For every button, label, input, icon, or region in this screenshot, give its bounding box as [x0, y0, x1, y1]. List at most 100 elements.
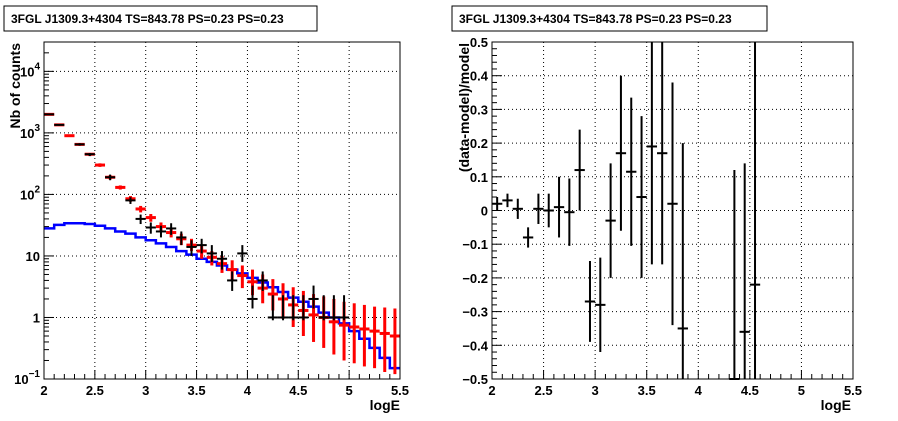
- x-tick-label: 3.5: [638, 383, 656, 398]
- model-point: [237, 265, 248, 289]
- data-point: [166, 223, 177, 235]
- data-point: [176, 231, 187, 246]
- data-point: [186, 240, 197, 256]
- data-point: [216, 251, 228, 270]
- x-tick-label: 5.5: [844, 383, 862, 398]
- residual-point: [564, 178, 575, 246]
- data-point: [84, 153, 95, 157]
- y-tick-label: 0.3: [470, 102, 488, 117]
- y-tick-label: −0.2: [462, 271, 488, 286]
- y-tick-label: 10: [26, 249, 40, 264]
- y-tick-label: 103: [20, 123, 40, 141]
- data-point: [54, 123, 65, 126]
- x-tick-label: 2: [488, 383, 495, 398]
- data-point: [318, 295, 329, 321]
- x-tick-label: 2.5: [86, 383, 104, 398]
- model-point: [349, 303, 360, 364]
- data-point: [267, 295, 278, 321]
- data-point: [196, 238, 207, 254]
- data-point: [74, 143, 85, 146]
- data-point: [135, 214, 146, 225]
- x-tick-label: 5.5: [391, 383, 409, 398]
- y-tick-label: 102: [20, 184, 40, 202]
- y-tick-label: 0.2: [470, 136, 488, 151]
- y-tick-label: 0.1: [470, 170, 488, 185]
- residual-point: [512, 198, 523, 219]
- residual-point: [677, 143, 688, 379]
- residual-point: [657, 42, 668, 265]
- residual-point: [574, 129, 585, 211]
- left-plot-frame: [44, 42, 400, 379]
- y-tick-label: 0.5: [470, 35, 488, 50]
- right-y-ticks: −0.5 −0.4 −0.3 −0.2 −0.1 0 0.1 0.2 0.3 0.4 0.5: [462, 35, 502, 387]
- x-tick-label: 5: [798, 383, 805, 398]
- residual-point: [615, 75, 627, 231]
- data-point: [145, 222, 156, 234]
- y-tick-label: 1: [33, 310, 40, 325]
- y-tick-label: −0.4: [462, 338, 488, 353]
- residual-point: [584, 261, 596, 342]
- model-point: [359, 304, 370, 367]
- x-tick-label: 4: [695, 383, 703, 398]
- y-tick-label: 104: [20, 61, 40, 79]
- data-point: [257, 271, 268, 291]
- residual-point: [739, 163, 750, 379]
- data-point: [298, 295, 309, 321]
- left-data-series: [44, 112, 400, 375]
- x-tick-label: 3: [142, 383, 149, 398]
- residual-point: [636, 116, 647, 278]
- right-x-ticks: 2 2.5 3 3.5 4 4.5 5 5.5: [488, 370, 862, 398]
- left-title-box: [3, 5, 318, 32]
- data-point: [338, 295, 350, 321]
- x-tick-label: 2: [40, 383, 47, 398]
- residual-point: [667, 82, 678, 326]
- x-tick-label: 4: [244, 383, 252, 398]
- right-title-box: [451, 5, 768, 32]
- residual-point: [605, 163, 616, 278]
- model-point: [379, 307, 390, 372]
- right-chart-title: 3FGL J1309.3+4304 TS=843.78 PS=0.23 PS=0…: [459, 12, 732, 26]
- residual-point: [626, 97, 637, 246]
- residual-point: [543, 193, 554, 228]
- model-point: [389, 308, 400, 375]
- data-point: [237, 245, 248, 262]
- right-panel: 2 2.5 3 3.5 4 4.5 5 5.5 −0.5 −0.4 −0.3 −0.2 −0.1 0 0.…: [451, 5, 862, 413]
- x-tick-label: 3: [592, 383, 599, 398]
- residual-point: [522, 227, 534, 248]
- data-point: [288, 295, 299, 321]
- data-point: [247, 285, 258, 309]
- data-point: [308, 285, 319, 309]
- residual-point: [595, 257, 606, 353]
- right-y-axis-label: (data-model)/model: [456, 43, 472, 172]
- model-point: [94, 163, 106, 167]
- y-tick-label: −0.3: [462, 305, 488, 320]
- data-point: [277, 295, 289, 321]
- right-x-axis-label: logE: [821, 397, 851, 413]
- model-point: [369, 306, 380, 369]
- data-point: [125, 197, 136, 204]
- data-point: [328, 295, 339, 321]
- residual-point: [533, 193, 544, 224]
- left-x-axis-label: logE: [370, 397, 400, 413]
- y-tick-label: 0.4: [470, 69, 489, 84]
- left-x-ticks: 2 2.5 3 3.5 4 4.5 5 5.5: [40, 370, 409, 398]
- residual-point: [553, 176, 565, 238]
- y-tick-label: 10−1: [14, 369, 40, 387]
- left-y-axis-label: Nb of counts: [7, 43, 23, 129]
- left-chart-title: 3FGL J1309.3+4304 TS=843.78 PS=0.23 PS=0…: [11, 12, 284, 26]
- x-tick-label: 4.5: [289, 383, 307, 398]
- left-panel: 2 2.5 3 3.5 4 4.5 5 5.5 10−1 1 10 102 103 104 3FGL J…: [3, 5, 409, 413]
- x-tick-label: 3.5: [188, 383, 206, 398]
- y-tick-label: −0.5: [462, 372, 488, 387]
- x-tick-label: 2.5: [535, 383, 553, 398]
- left-y-ticks: 10−1 1 10 102 103 104: [14, 41, 54, 387]
- data-point: [155, 225, 167, 238]
- model-point: [135, 205, 146, 213]
- x-tick-label: 4.5: [741, 383, 759, 398]
- data-point: [105, 174, 116, 181]
- residual-point: [502, 193, 513, 208]
- data-point: [206, 245, 217, 262]
- model-point: [145, 214, 156, 222]
- residual-point: [749, 42, 761, 379]
